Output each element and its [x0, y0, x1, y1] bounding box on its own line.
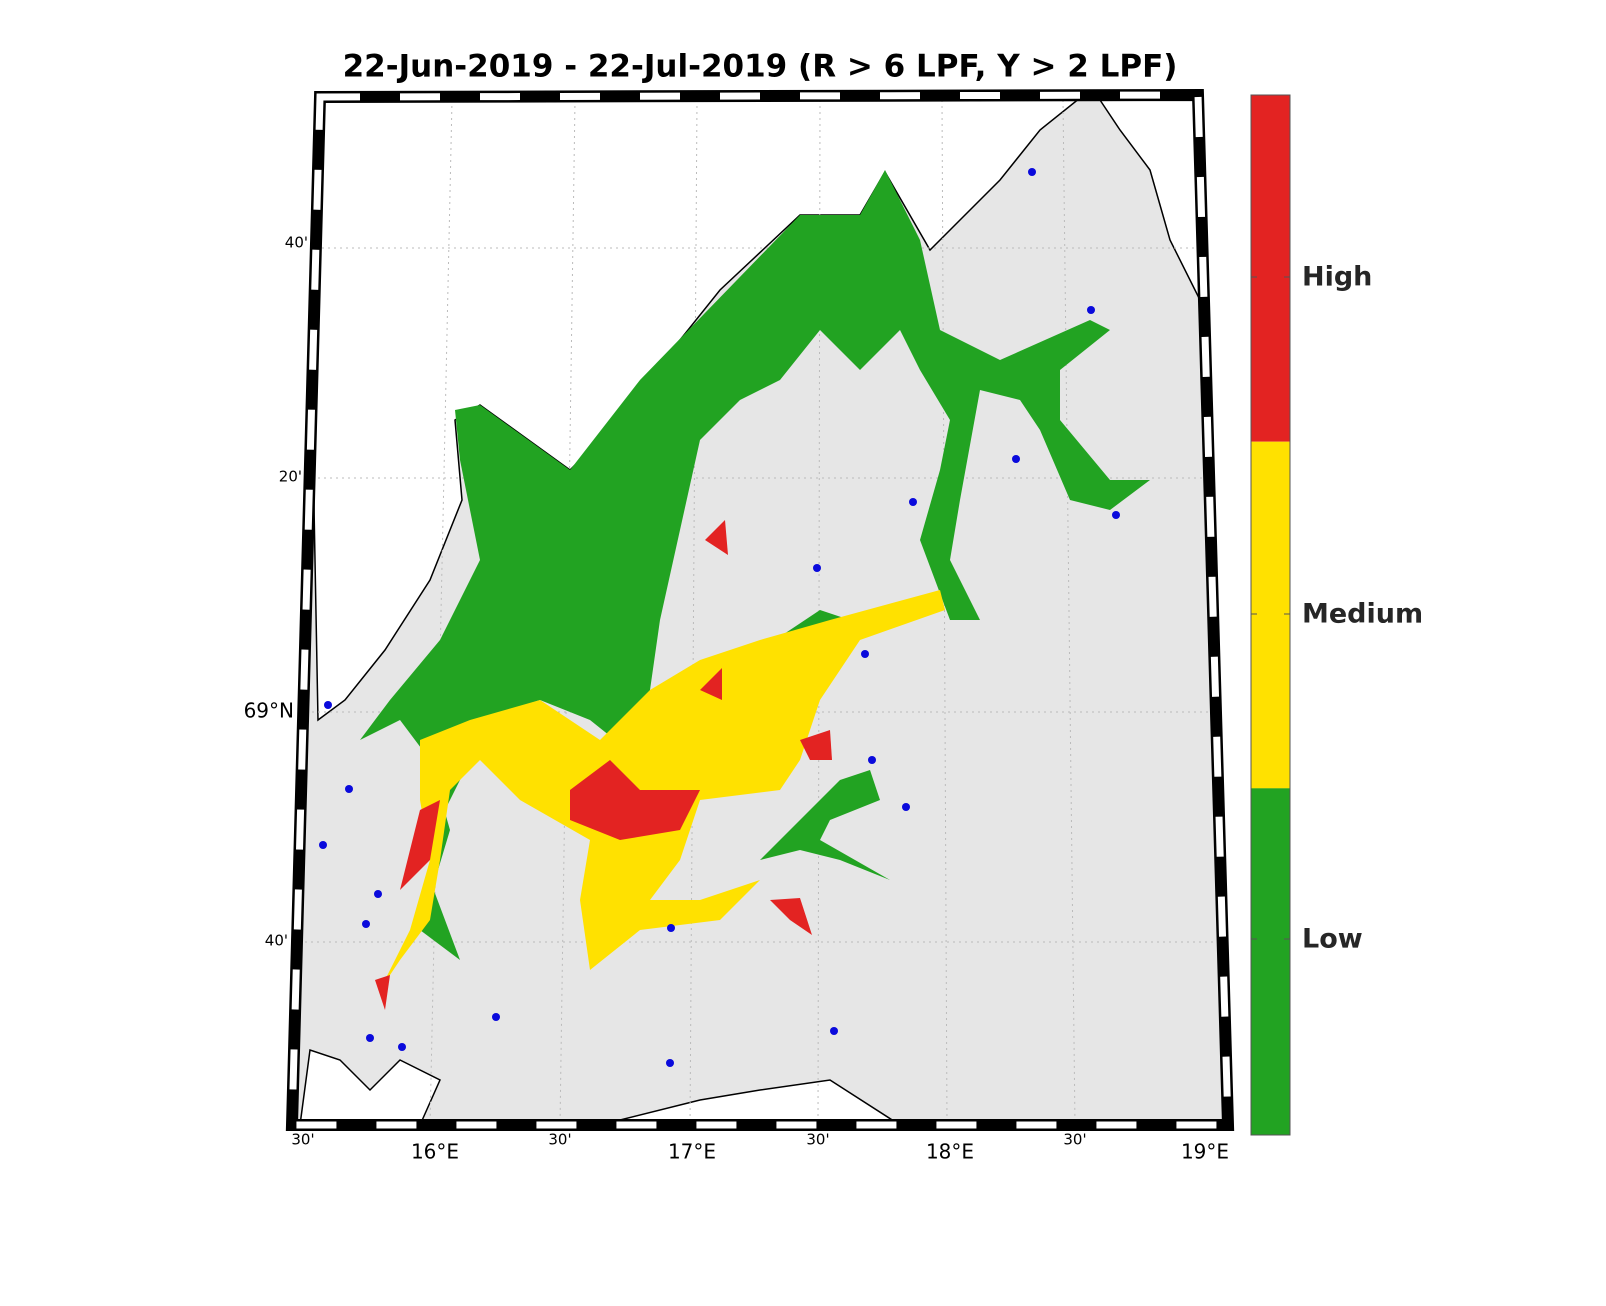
colorbar-ticks — [1251, 276, 1290, 940]
lon-label: 16°E — [411, 1140, 459, 1164]
lon-label: 19°E — [1181, 1140, 1229, 1164]
colorbar-label: Medium — [1302, 599, 1423, 630]
title: 22-Jun-2019 - 22-Jul-2019 (R > 6 LPF, Y … — [343, 49, 1178, 85]
high-area — [800, 730, 832, 760]
high-area — [700, 668, 722, 700]
colorbar: High Medium Low — [1250, 94, 1423, 1136]
lon-labels: 30' 16°E 30' 17°E 30' 18°E 30' 19°E — [291, 1131, 1229, 1164]
stations — [319, 168, 1120, 1067]
lat-label: 40' — [265, 932, 288, 950]
colorbar-label: Low — [1302, 924, 1363, 955]
lon-label: 18°E — [926, 1140, 974, 1164]
sea-south — [299, 1049, 441, 1126]
high-area — [770, 898, 812, 935]
lat-labels: 40' 20' 69°N 40' — [244, 234, 308, 950]
colorbar-border — [1250, 94, 1291, 1136]
frame-ticks — [288, 91, 1232, 1129]
high-area — [375, 975, 390, 1010]
colorbar-label: High — [1302, 262, 1372, 293]
high-area — [400, 800, 440, 890]
colorbar-segment — [1251, 788, 1290, 1135]
low-area — [360, 170, 1150, 960]
low-area — [760, 770, 890, 880]
high-area — [570, 760, 700, 840]
lat-label: 69°N — [244, 699, 294, 723]
map — [285, 88, 1235, 1131]
colorbar-segment — [1251, 441, 1290, 789]
lat-label: 40' — [285, 234, 308, 252]
lon-label: 17°E — [668, 1140, 716, 1164]
colorbar-segment — [1251, 95, 1290, 442]
high-area — [705, 520, 728, 555]
lon-label: 30' — [291, 1131, 314, 1149]
lon-label: 30' — [548, 1131, 571, 1149]
lon-label: 30' — [806, 1131, 829, 1149]
lon-label: 30' — [1063, 1131, 1086, 1149]
lat-label: 20' — [279, 468, 302, 486]
